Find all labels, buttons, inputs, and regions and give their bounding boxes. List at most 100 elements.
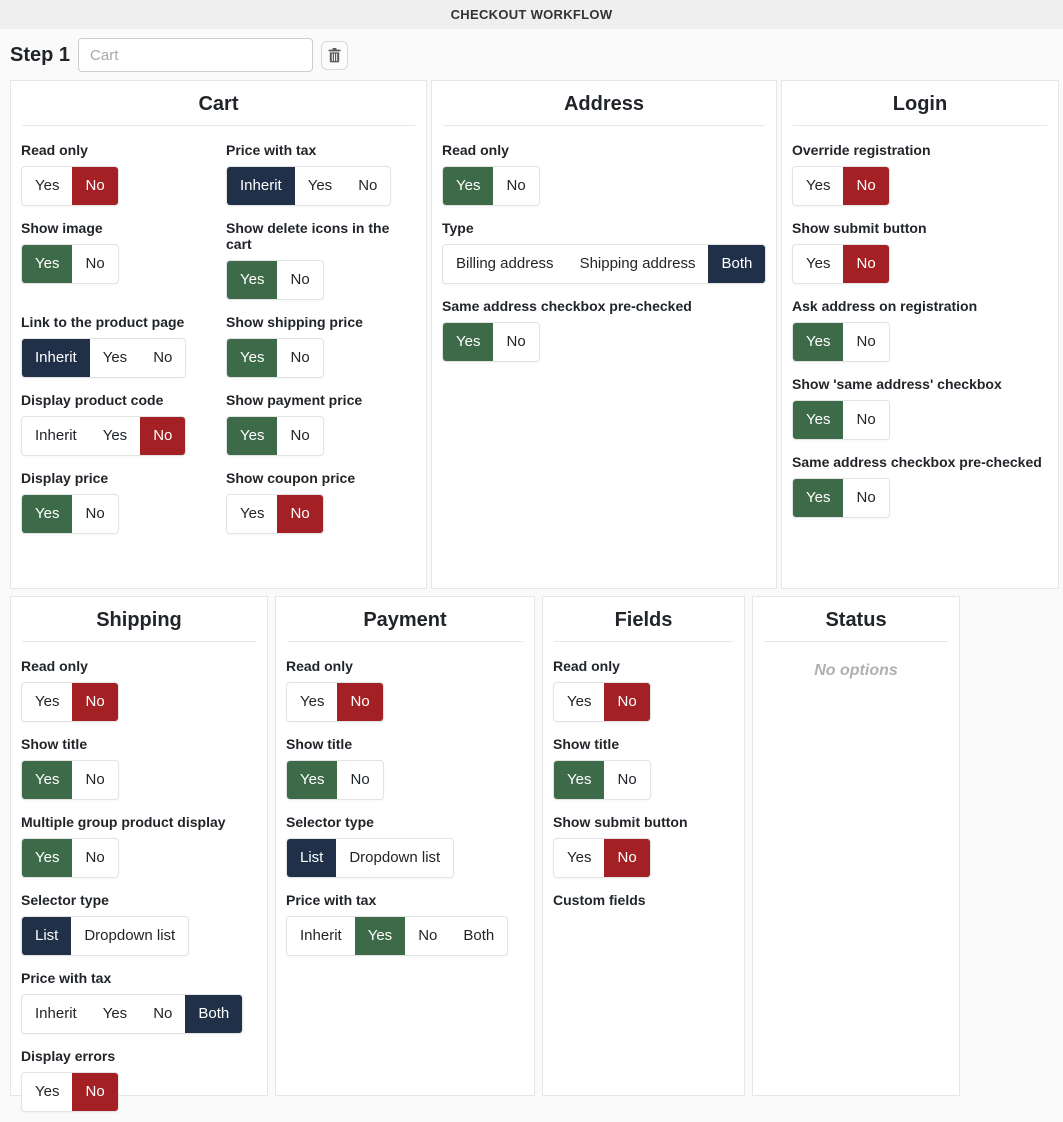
selector-type-dropdown-list-button[interactable]: Dropdown list bbox=[71, 917, 188, 955]
price-with-tax-both-button[interactable]: Both bbox=[450, 917, 507, 955]
price-with-tax-no-button[interactable]: No bbox=[140, 995, 185, 1033]
show-shipping-price-toggle-group: Yes No bbox=[226, 338, 324, 378]
panel-title-divider bbox=[22, 125, 415, 126]
display-price-no-button[interactable]: No bbox=[72, 495, 117, 533]
price-with-tax-yes-button[interactable]: Yes bbox=[90, 995, 140, 1033]
panel-body: Read only Yes No Price with tax Inherit Yes No… bbox=[11, 126, 426, 544]
link-to-the-product-page-no-button[interactable]: No bbox=[140, 339, 185, 377]
panel-row-2: Shipping Read only Yes No Show title Yes No Mul… bbox=[10, 596, 1053, 1112]
link-to-the-product-page-inherit-button[interactable]: Inherit bbox=[22, 339, 90, 377]
type-both-button[interactable]: Both bbox=[708, 245, 766, 283]
option-selector-type: Selector type List Dropdown list bbox=[286, 814, 524, 878]
show-submit-button-yes-button[interactable]: Yes bbox=[554, 839, 604, 877]
show-title-yes-button[interactable]: Yes bbox=[22, 761, 73, 799]
show-title-yes-button[interactable]: Yes bbox=[554, 761, 605, 799]
selector-type-list-button[interactable]: List bbox=[287, 839, 337, 877]
show-coupon-price-no-button[interactable]: No bbox=[277, 495, 323, 533]
ask-address-on-registration-yes-button[interactable]: Yes bbox=[793, 323, 844, 361]
price-with-tax-inherit-button[interactable]: Inherit bbox=[287, 917, 355, 955]
show-image-yes-button[interactable]: Yes bbox=[22, 245, 73, 283]
read-only-no-button[interactable]: No bbox=[72, 683, 118, 721]
display-errors-yes-button[interactable]: Yes bbox=[22, 1073, 72, 1111]
option-multiple-group-product-display: Multiple group product display Yes No bbox=[21, 814, 257, 878]
option-ask-address-on-registration: Ask address on registration Yes No bbox=[792, 298, 1048, 362]
display-errors-no-button[interactable]: No bbox=[72, 1073, 118, 1111]
show-title-yes-button[interactable]: Yes bbox=[287, 761, 338, 799]
show-shipping-price-no-button[interactable]: No bbox=[277, 339, 322, 377]
show-shipping-price-yes-button[interactable]: Yes bbox=[227, 339, 278, 377]
read-only-yes-button[interactable]: Yes bbox=[554, 683, 604, 721]
panel-cart: Cart Read only Yes No Price with tax Inherit Y… bbox=[10, 80, 427, 589]
option-label: Show shipping price bbox=[226, 314, 363, 330]
multiple-group-product-display-yes-button[interactable]: Yes bbox=[22, 839, 73, 877]
read-only-yes-button[interactable]: Yes bbox=[287, 683, 337, 721]
option-display-errors: Display errors Yes No bbox=[21, 1048, 257, 1112]
price-with-tax-yes-button[interactable]: Yes bbox=[354, 917, 406, 955]
read-only-yes-button[interactable]: Yes bbox=[22, 167, 72, 205]
option-show-submit-button: Show submit button Yes No bbox=[553, 814, 734, 878]
read-only-yes-button[interactable]: Yes bbox=[22, 683, 72, 721]
option-show-title: Show title Yes No bbox=[21, 736, 257, 800]
price-with-tax-yes-button[interactable]: Yes bbox=[295, 167, 345, 205]
price-with-tax-inherit-button[interactable]: Inherit bbox=[227, 167, 295, 205]
price-with-tax-both-button[interactable]: Both bbox=[185, 995, 243, 1033]
same-address-checkbox-pre-checked-yes-button[interactable]: Yes bbox=[793, 479, 844, 517]
price-with-tax-no-button[interactable]: No bbox=[405, 917, 450, 955]
show-payment-price-no-button[interactable]: No bbox=[277, 417, 322, 455]
link-to-the-product-page-yes-button[interactable]: Yes bbox=[90, 339, 140, 377]
type-billing-address-button[interactable]: Billing address bbox=[443, 245, 567, 283]
show-payment-price-yes-button[interactable]: Yes bbox=[227, 417, 278, 455]
same-address-checkbox-pre-checked-no-button[interactable]: No bbox=[493, 323, 538, 361]
delete-step-button[interactable] bbox=[321, 40, 349, 70]
display-product-code-inherit-button[interactable]: Inherit bbox=[22, 417, 90, 455]
selector-type-list-button[interactable]: List bbox=[22, 917, 72, 955]
option-label: Read only bbox=[21, 658, 88, 674]
panel-body: Read only Yes No Type Billing address Shippin… bbox=[432, 126, 776, 372]
step-name-input[interactable] bbox=[78, 38, 314, 72]
show-coupon-price-yes-button[interactable]: Yes bbox=[227, 495, 277, 533]
option-override-registration: Override registration Yes No bbox=[792, 142, 1048, 206]
read-only-no-button[interactable]: No bbox=[72, 167, 118, 205]
display-product-code-no-button[interactable]: No bbox=[140, 417, 186, 455]
read-only-no-button[interactable]: No bbox=[604, 683, 650, 721]
read-only-yes-button[interactable]: Yes bbox=[443, 167, 494, 205]
override-registration-yes-button[interactable]: Yes bbox=[793, 167, 843, 205]
read-only-no-button[interactable]: No bbox=[493, 167, 538, 205]
show-submit-button-no-button[interactable]: No bbox=[843, 245, 889, 283]
type-toggle-group: Billing address Shipping address Both bbox=[442, 244, 767, 284]
type-shipping-address-button[interactable]: Shipping address bbox=[567, 245, 709, 283]
option-price-with-tax: Price with tax Inherit Yes No Both bbox=[286, 892, 524, 956]
panel-status: Status No options bbox=[752, 596, 960, 1096]
show-submit-button-yes-button[interactable]: Yes bbox=[793, 245, 843, 283]
selector-type-dropdown-list-button[interactable]: Dropdown list bbox=[336, 839, 453, 877]
price-with-tax-inherit-button[interactable]: Inherit bbox=[22, 995, 90, 1033]
show-image-no-button[interactable]: No bbox=[72, 245, 117, 283]
show-same-address-checkbox-yes-button[interactable]: Yes bbox=[793, 401, 844, 439]
panel-body: Override registration Yes No Show submit bu… bbox=[782, 126, 1058, 528]
panel-body: Read only Yes No Show title Yes No Multiple gr… bbox=[11, 642, 267, 1122]
display-price-yes-button[interactable]: Yes bbox=[22, 495, 73, 533]
show-delete-icons-in-the-cart-yes-button[interactable]: Yes bbox=[227, 261, 278, 299]
show-same-address-checkbox-no-button[interactable]: No bbox=[843, 401, 888, 439]
show-delete-icons-in-the-cart-no-button[interactable]: No bbox=[277, 261, 322, 299]
show-title-toggle-group: Yes No bbox=[553, 760, 651, 800]
same-address-checkbox-pre-checked-yes-button[interactable]: Yes bbox=[443, 323, 494, 361]
show-delete-icons-in-the-cart-toggle-group: Yes No bbox=[226, 260, 324, 300]
price-with-tax-no-button[interactable]: No bbox=[345, 167, 390, 205]
show-same-address-checkbox-toggle-group: Yes No bbox=[792, 400, 890, 440]
show-title-no-button[interactable]: No bbox=[337, 761, 382, 799]
show-title-no-button[interactable]: No bbox=[72, 761, 117, 799]
panel-body: Read only Yes No Show title Yes No Selector ty… bbox=[276, 642, 534, 966]
option-show-submit-button: Show submit button Yes No bbox=[792, 220, 1048, 284]
override-registration-no-button[interactable]: No bbox=[843, 167, 889, 205]
ask-address-on-registration-no-button[interactable]: No bbox=[843, 323, 888, 361]
display-product-code-yes-button[interactable]: Yes bbox=[90, 417, 140, 455]
step-row: Step 1 bbox=[0, 29, 1063, 80]
read-only-no-button[interactable]: No bbox=[337, 683, 383, 721]
panel-body: No options bbox=[753, 642, 959, 690]
option-show-payment-price: Show payment price Yes No bbox=[226, 378, 416, 456]
show-title-no-button[interactable]: No bbox=[604, 761, 649, 799]
same-address-checkbox-pre-checked-no-button[interactable]: No bbox=[843, 479, 888, 517]
multiple-group-product-display-no-button[interactable]: No bbox=[72, 839, 117, 877]
show-submit-button-no-button[interactable]: No bbox=[604, 839, 650, 877]
